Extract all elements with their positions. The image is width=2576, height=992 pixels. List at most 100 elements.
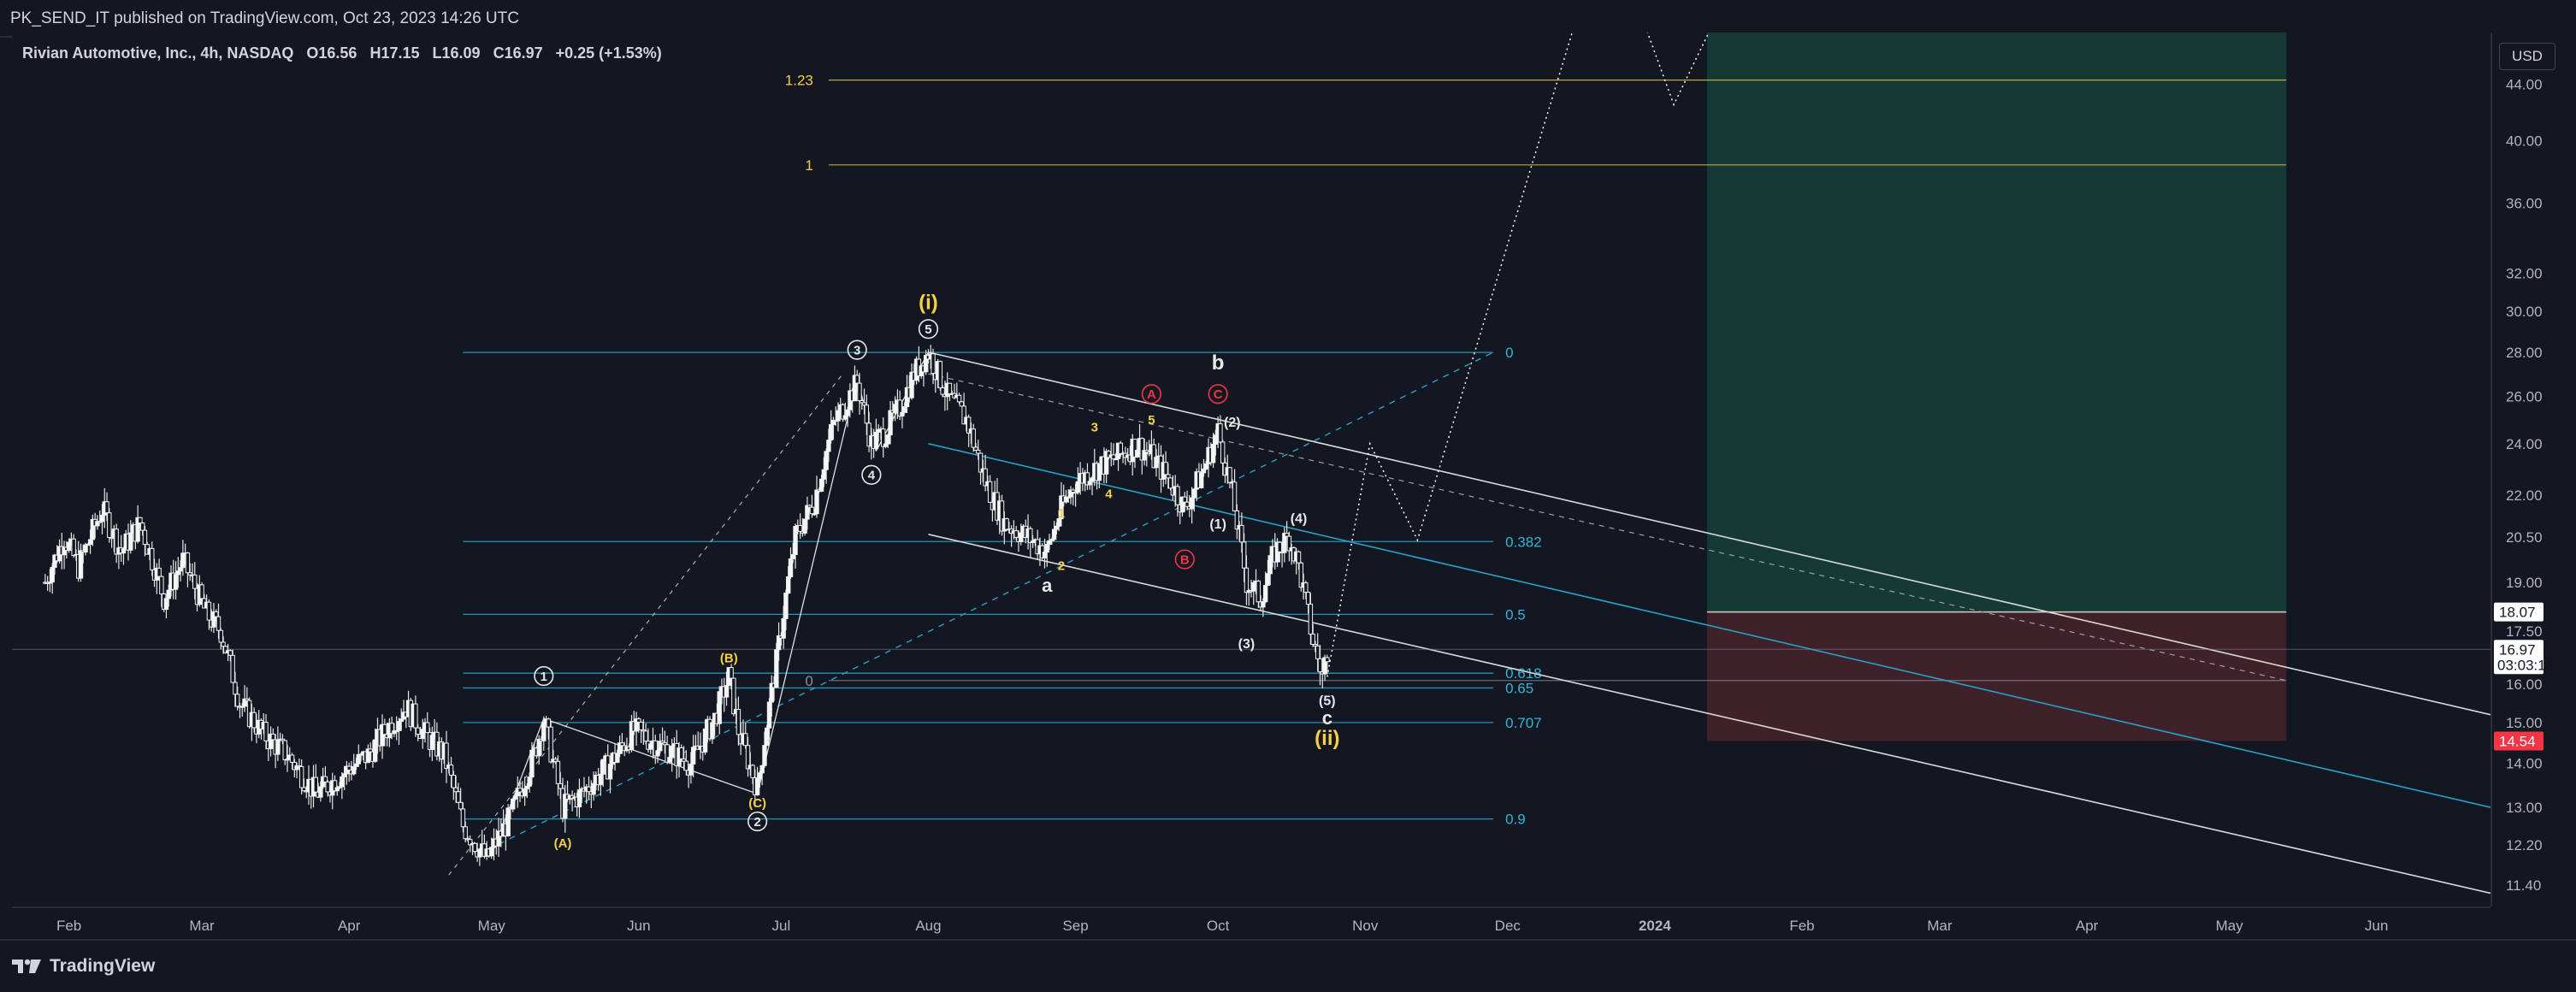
candle-body	[1244, 567, 1250, 593]
chart-pane[interactable]: 0 0.382 0.5 0.618 0.65 0.707 0.9 1.23 1 0 (i) 5 3 4 1 2…	[12, 32, 2490, 906]
candle-body	[959, 401, 965, 407]
candle-body	[230, 654, 235, 683]
candle-body	[824, 451, 829, 470]
candle-body	[973, 446, 978, 451]
candle-body	[1090, 477, 1095, 482]
candle-body	[1220, 441, 1226, 464]
candle-body	[1277, 541, 1283, 552]
candle-body	[931, 353, 936, 375]
channel-upper-line	[928, 351, 2490, 716]
stop-loss-zone	[1706, 611, 2287, 741]
wave-label: (3)	[1238, 637, 1256, 652]
candle-body	[517, 788, 523, 793]
legend-symbol[interactable]: Rivian Automotive, Inc., 4h, NASDAQ	[22, 44, 294, 62]
candle-body	[586, 786, 592, 793]
candle-body	[1132, 439, 1137, 458]
wave-label: (i)	[919, 292, 938, 315]
candle-body	[346, 765, 352, 771]
candle-body	[298, 765, 304, 788]
wave-circle	[861, 464, 882, 485]
currency-button[interactable]: USD	[2499, 43, 2555, 70]
price-chart[interactable]: 00.3820.50.6180.650.7070.91.2310(i)53412…	[12, 32, 2490, 906]
candle-body	[805, 505, 810, 520]
candle-body	[199, 584, 204, 599]
candle-body	[873, 431, 879, 449]
candle-body	[1019, 532, 1024, 543]
candle-body	[415, 727, 421, 735]
candle-body	[1213, 434, 1219, 445]
candle-body	[710, 722, 715, 740]
brand-name: TradingView	[50, 956, 156, 976]
legend-low: L16.09	[432, 44, 481, 62]
candle-body	[759, 765, 765, 774]
candle-body	[669, 745, 675, 759]
projected-path	[1326, 32, 1574, 677]
candle-body	[227, 650, 233, 656]
candle-body	[356, 753, 361, 765]
candle-body	[453, 787, 458, 793]
candle-body	[1284, 533, 1290, 537]
candle-body	[275, 739, 281, 755]
candle-body	[192, 574, 198, 589]
price-tag-label: 18.07	[2499, 605, 2536, 621]
price-tick-label: 36.00	[2506, 196, 2543, 212]
price-tick-label: 14.00	[2506, 756, 2543, 772]
candle-body	[511, 798, 516, 810]
candle-body	[185, 552, 191, 574]
candle-body	[724, 685, 730, 698]
candle-body	[289, 754, 295, 763]
tradingview-logo-icon	[12, 959, 41, 973]
candle-body	[1303, 582, 1309, 593]
candle-body	[107, 512, 112, 539]
candle-body	[765, 727, 770, 747]
time-tick-label: Dec	[1495, 918, 1521, 934]
candle-body	[251, 712, 257, 729]
price-axis[interactable]: 44.00 40.00 36.00 32.00 30.00 28.00 26.00 24.00…	[2490, 32, 2576, 906]
candle-body	[128, 532, 133, 551]
wave-circle	[1141, 384, 1162, 404]
time-tick-label: Feb	[1789, 918, 1814, 934]
candle-body	[885, 434, 890, 445]
fib-extension-label: 0	[805, 673, 812, 689]
time-axis[interactable]: Feb Mar Apr May Jun Jul Aug Sep Oct Nov Dec 2024 Feb…	[12, 906, 2490, 941]
wave-label: 2	[753, 815, 760, 830]
time-tick-label: Nov	[1352, 918, 1379, 934]
candle-body	[548, 726, 553, 763]
candle-body	[150, 547, 155, 570]
candle-body	[1185, 501, 1190, 507]
candle-body	[766, 701, 772, 729]
candle-body	[836, 410, 841, 422]
price-tag-box	[2494, 731, 2544, 751]
candle-body	[1028, 528, 1033, 544]
wave-label: C	[1214, 387, 1223, 402]
candle-body	[448, 765, 454, 776]
candle-body	[1044, 544, 1049, 553]
candle-body	[1310, 633, 1315, 645]
candle-body	[1201, 468, 1207, 474]
price-tick-label: 44.00	[2506, 76, 2543, 92]
fib-level-label: 0.65	[1505, 680, 1533, 696]
candle-body	[900, 411, 905, 417]
wave-label: B	[1180, 552, 1190, 567]
symbol-legend: Rivian Automotive, Inc., 4h, NASDAQ O16.…	[22, 44, 671, 62]
wave-label: c	[1322, 707, 1332, 729]
fib-extension-label: 1.23	[785, 73, 813, 89]
tradingview-brand[interactable]: TradingView	[12, 956, 155, 977]
price-tick-label: 11.40	[2506, 877, 2541, 894]
legend-high: H17.15	[369, 44, 420, 62]
candle-body	[1251, 582, 1256, 592]
candle-body	[786, 576, 791, 593]
candle-body	[1103, 451, 1109, 475]
candle-body	[373, 739, 378, 762]
candle-body	[976, 449, 981, 454]
candle-body	[1096, 464, 1102, 481]
candle-body	[263, 722, 269, 741]
candle-body	[173, 574, 179, 590]
candle-body	[828, 423, 834, 441]
price-tick-label: 17.50	[2506, 623, 2543, 640]
price-tag-box	[2494, 640, 2544, 675]
wave-label: (B)	[720, 652, 738, 666]
candle-body	[1234, 510, 1240, 530]
candle-body	[658, 741, 663, 752]
candle-body	[157, 567, 162, 577]
